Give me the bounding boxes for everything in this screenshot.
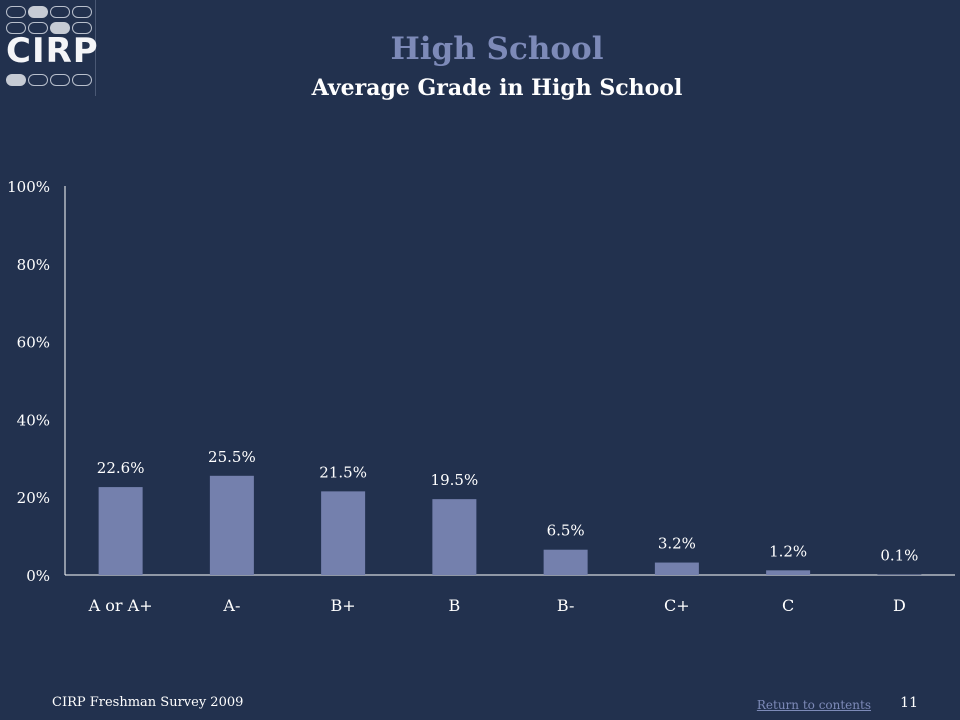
chart-axes: 0% 20% 40% 60% 80% 100% (7, 178, 955, 585)
logo-pill (28, 6, 48, 18)
page-number: 11 (900, 695, 918, 711)
x-tick-label: B+ (331, 596, 356, 615)
logo-pill (28, 22, 48, 34)
data-label: 6.5% (547, 522, 585, 540)
x-tick-label: C (782, 596, 794, 615)
data-label: 19.5% (431, 471, 479, 489)
bar (98, 487, 143, 575)
logo-pill (72, 22, 92, 34)
data-label: 3.2% (658, 535, 696, 553)
data-label: 0.1% (880, 547, 918, 565)
logo-divider (95, 0, 96, 96)
logo-pill (72, 74, 92, 86)
slide-title: High School (390, 31, 604, 67)
x-tick-label: A or A+ (88, 596, 153, 615)
bar (321, 491, 366, 575)
x-tick-label: B (448, 596, 460, 615)
logo-pill (50, 6, 70, 18)
chart-labels: 22.6% A or A+ 25.5% A- 21.5% B+ 19.5% B 6.5% B- 3.… (88, 448, 919, 615)
logo-pill (50, 74, 70, 86)
y-tick-label: 100% (7, 178, 50, 196)
logo-text: CIRP (6, 31, 99, 71)
footer-source: CIRP Freshman Survey 2009 (52, 695, 244, 710)
x-tick-label: B- (557, 596, 574, 615)
data-label: 25.5% (208, 448, 256, 466)
y-tick-label: 0% (26, 567, 50, 585)
chart-title: Average Grade in High School (311, 75, 683, 101)
data-label: 1.2% (769, 542, 807, 560)
y-tick-label: 40% (17, 411, 50, 429)
bar (209, 475, 254, 575)
x-tick-label: D (893, 596, 906, 615)
y-tick-label: 80% (17, 256, 50, 274)
data-label: 21.5% (319, 463, 367, 481)
logo-pill (6, 22, 26, 34)
logo-pill (50, 22, 70, 34)
bar (654, 562, 699, 575)
logo-pill (72, 6, 92, 18)
x-tick-label: C+ (664, 596, 690, 615)
bar (766, 570, 811, 575)
logo-pill (28, 74, 48, 86)
y-tick-label: 20% (17, 489, 50, 507)
logo-pill (6, 6, 26, 18)
x-tick-label: A- (222, 596, 240, 615)
bar (543, 549, 588, 575)
chart-bars (98, 475, 922, 575)
logo-pill (6, 74, 26, 86)
data-label: 22.6% (97, 459, 145, 477)
y-tick-label: 60% (17, 334, 50, 352)
cirp-logo: CIRP (0, 0, 99, 96)
return-to-contents-link[interactable]: Return to contents (756, 698, 871, 712)
bar (432, 499, 477, 575)
